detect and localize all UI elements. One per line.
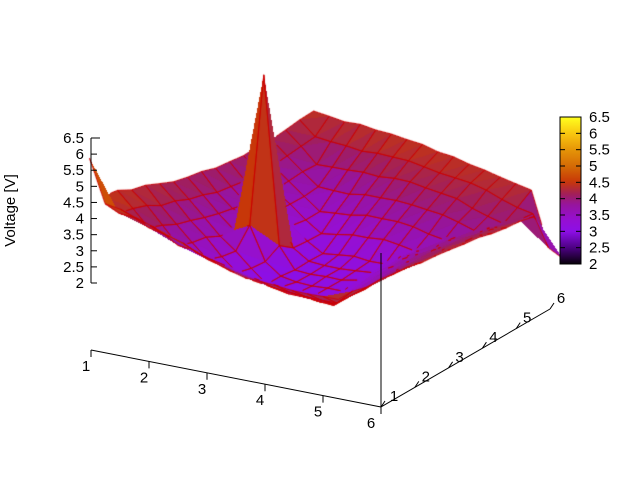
svg-text:6: 6	[557, 290, 565, 307]
svg-text:2: 2	[589, 256, 597, 273]
svg-text:3: 3	[76, 243, 84, 260]
svg-text:1: 1	[82, 358, 90, 375]
svg-text:1: 1	[390, 388, 398, 405]
svg-text:4: 4	[589, 191, 597, 208]
svg-text:6: 6	[367, 415, 375, 432]
svg-text:3.5: 3.5	[63, 227, 84, 244]
svg-text:6.5: 6.5	[63, 130, 84, 147]
svg-text:6: 6	[589, 125, 597, 142]
svg-text:3: 3	[589, 223, 597, 240]
svg-text:2.5: 2.5	[589, 240, 610, 257]
svg-text:4: 4	[76, 211, 84, 228]
svg-text:Voltage [V]: Voltage [V]	[2, 174, 19, 247]
svg-text:4: 4	[256, 392, 264, 409]
svg-text:6: 6	[76, 146, 84, 163]
svg-text:5: 5	[314, 404, 322, 421]
svg-text:4.5: 4.5	[63, 194, 84, 211]
svg-text:2: 2	[76, 275, 84, 292]
svg-text:5: 5	[76, 178, 84, 195]
svg-text:6.5: 6.5	[589, 109, 610, 126]
svg-text:5: 5	[523, 310, 531, 327]
svg-text:2: 2	[140, 369, 148, 386]
svg-text:3: 3	[455, 349, 463, 366]
svg-text:2.5: 2.5	[63, 259, 84, 276]
svg-text:3.5: 3.5	[589, 207, 610, 224]
svg-text:5.5: 5.5	[589, 142, 610, 159]
svg-text:3: 3	[198, 381, 206, 398]
svg-text:2: 2	[422, 368, 430, 385]
svg-text:5: 5	[589, 158, 597, 175]
svg-text:5.5: 5.5	[63, 162, 84, 179]
svg-text:4.5: 4.5	[589, 174, 610, 191]
svg-text:4: 4	[489, 329, 497, 346]
